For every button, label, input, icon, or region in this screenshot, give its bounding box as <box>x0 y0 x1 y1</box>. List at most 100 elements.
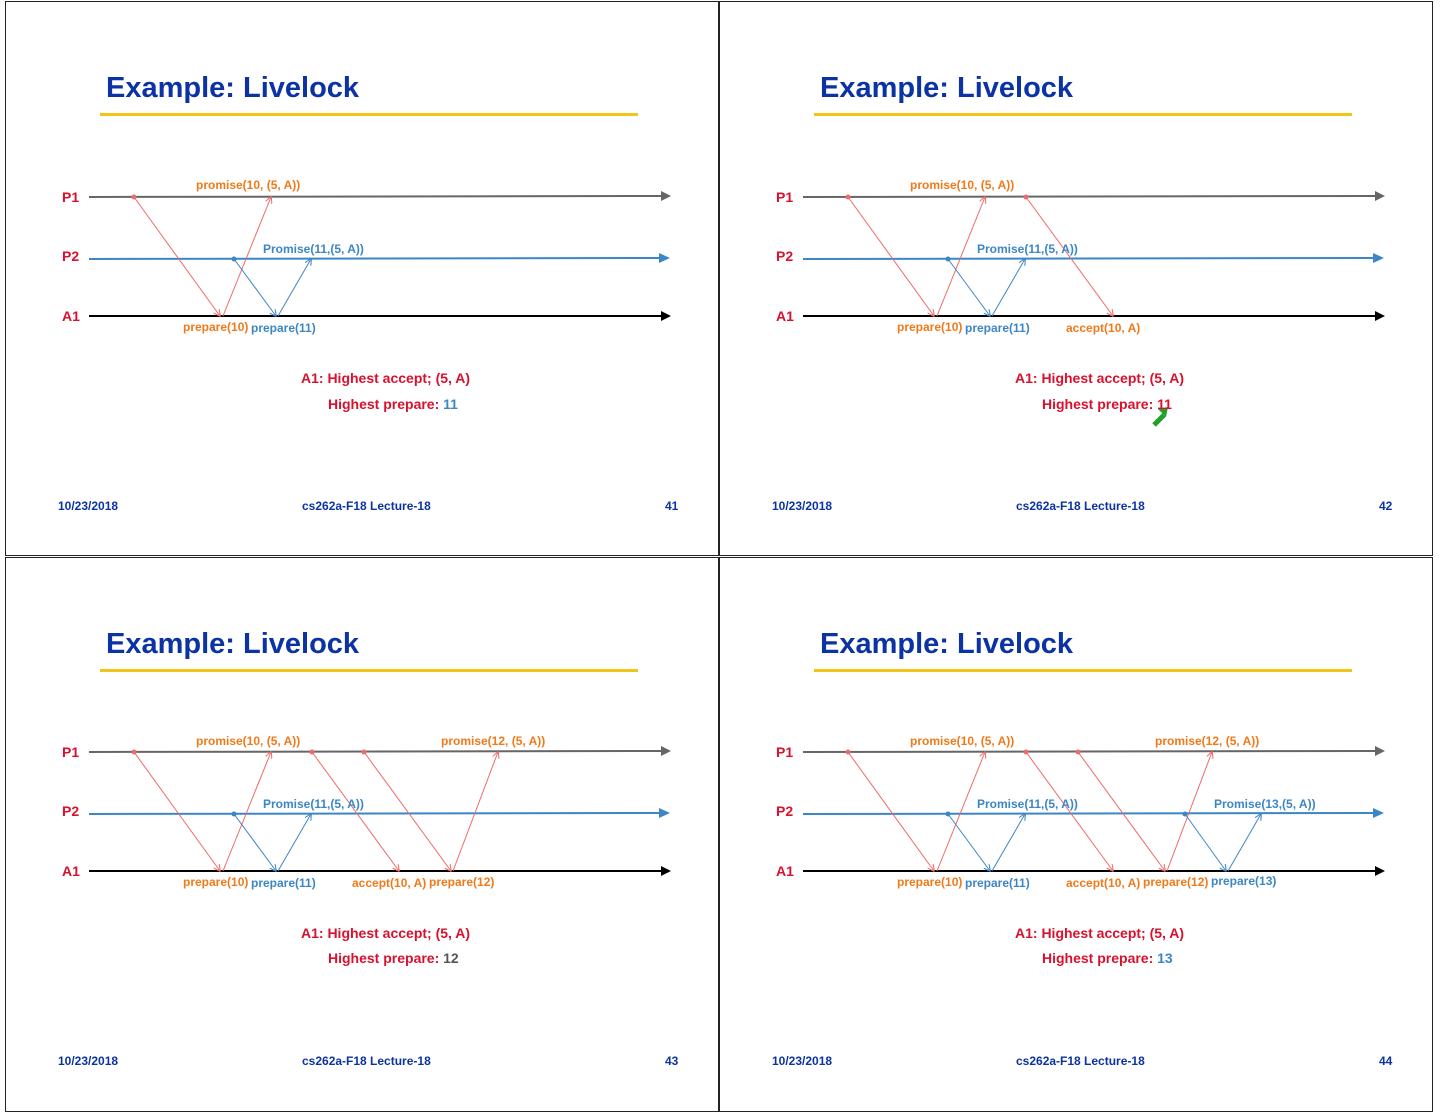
prepare-12-arrow <box>363 751 451 871</box>
highest-prepare-label: Highest prepare: <box>1042 396 1158 412</box>
footer-course: cs262a-F18 Lecture-18 <box>302 1054 431 1068</box>
title-underline <box>814 113 1352 116</box>
acceptor-highest-accept: A1: Highest accept; (5, A) <box>1015 925 1185 941</box>
message-label: Promise(11,(5, A)) <box>263 797 364 811</box>
prepare-10-arrow <box>847 751 934 871</box>
prepare-10-arrow <box>847 196 934 316</box>
promise-11-arrow <box>991 259 1025 317</box>
slide-44: Example: Livelock <box>719 557 1433 1112</box>
message-label: prepare(11) <box>965 321 1030 335</box>
process-label-a1: A1 <box>62 863 80 879</box>
footer-course: cs262a-F18 Lecture-18 <box>1016 1054 1145 1068</box>
process-label-a1: A1 <box>776 308 794 324</box>
p2-timeline-arrowhead <box>1373 253 1384 263</box>
promise-10-arrow <box>936 197 985 317</box>
slide-43: Example: Livelock P1 P2 <box>5 557 719 1112</box>
prepare-12-arrow <box>1077 751 1165 871</box>
message-label: prepare(10) <box>897 875 962 889</box>
message-label: promise(10, (5, A)) <box>196 734 300 748</box>
a1-timeline-arrowhead <box>1375 866 1385 876</box>
prepare-11-arrow <box>233 258 276 316</box>
promise-10-arrow <box>222 197 271 317</box>
message-label: prepare(10) <box>183 875 248 889</box>
p2-timeline <box>88 812 660 815</box>
process-label-p2: P2 <box>776 803 793 819</box>
prepare-11-arrow <box>947 258 990 316</box>
p1-timeline-arrowhead <box>661 746 671 756</box>
prepare-11-arrow <box>233 813 276 871</box>
highest-prepare-value: 12 <box>443 950 459 966</box>
footer-date: 10/23/2018 <box>772 499 833 513</box>
p2-timeline-arrowhead <box>659 253 670 263</box>
promise-12-arrow <box>452 752 498 872</box>
footer-course: cs262a-F18 Lecture-18 <box>302 499 431 513</box>
accept-10-arrow <box>1025 196 1113 316</box>
title-underline <box>100 669 638 672</box>
message-label: prepare(11) <box>251 876 316 890</box>
message-label: Promise(11,(5, A)) <box>977 797 1078 811</box>
footer-date: 10/23/2018 <box>772 1054 833 1068</box>
highest-prepare-value: 11 <box>1157 396 1172 412</box>
message-label: prepare(11) <box>251 321 316 335</box>
footer-course: cs262a-F18 Lecture-18 <box>1016 499 1145 513</box>
acceptor-highest-prepare: Highest prepare: 11 <box>328 396 458 412</box>
message-label: accept(10, A) <box>1066 321 1140 335</box>
message-label: prepare(10) <box>897 320 962 334</box>
message-label: promise(10, (5, A)) <box>910 734 1014 748</box>
message-label: prepare(12) <box>1143 875 1208 889</box>
p2-timeline-arrowhead <box>1373 808 1384 818</box>
highest-prepare-label: Highest prepare: <box>328 396 444 412</box>
process-label-a1: A1 <box>776 863 794 879</box>
message-label: promise(12, (5, A)) <box>441 734 545 748</box>
p1-timeline-arrowhead <box>1375 746 1385 756</box>
process-label-p2: P2 <box>776 248 793 264</box>
highest-prepare-label: Highest prepare: <box>1042 950 1158 966</box>
accept-10-arrow <box>1025 751 1113 871</box>
message-label: prepare(10) <box>183 320 248 334</box>
prepare-10-arrow <box>133 751 220 871</box>
prepare-11-arrow <box>947 813 990 871</box>
promise-10-arrow <box>936 752 985 872</box>
process-label-a1: A1 <box>62 308 80 324</box>
acceptor-highest-accept: A1: Highest accept; (5, A) <box>301 925 471 941</box>
footer-page-number: 41 <box>665 499 679 513</box>
footer-page-number: 44 <box>1379 1054 1393 1068</box>
footer-page-number: 43 <box>665 1054 679 1068</box>
title-underline <box>814 669 1352 672</box>
message-label: promise(10, (5, A)) <box>196 178 300 192</box>
promise-13-arrow <box>1227 814 1261 872</box>
highest-prepare-value: 13 <box>1157 950 1173 966</box>
promise-12-arrow <box>1166 752 1212 872</box>
footer-page-number: 42 <box>1379 499 1393 513</box>
highest-prepare-value: 11 <box>443 396 458 412</box>
promise-11-arrow <box>277 814 311 872</box>
p1-timeline <box>802 750 1376 753</box>
p2-timeline <box>802 812 1374 815</box>
p1-timeline <box>802 195 1376 198</box>
p1-timeline-arrowhead <box>1375 191 1385 201</box>
a1-timeline-arrowhead <box>1375 311 1385 321</box>
footer-date: 10/23/2018 <box>58 1054 119 1068</box>
green-arrow-icon <box>1152 407 1168 427</box>
message-diagram: P1 P2 A1 promise(10, (5, A)) promise(12,… <box>776 734 1385 890</box>
message-label: prepare(12) <box>429 875 494 889</box>
acceptor-highest-prepare: Highest prepare: 11 <box>1042 396 1172 412</box>
slide-41: Example: Livelock P1 P2 A1 pr <box>5 1 719 556</box>
slide-title: Example: Livelock <box>820 72 1074 104</box>
prepare-10-arrow <box>133 196 220 316</box>
process-label-p2: P2 <box>62 248 79 264</box>
highest-prepare-label: Highest prepare: <box>328 950 444 966</box>
a1-timeline-arrowhead <box>661 866 671 876</box>
accept-10-arrow <box>311 751 399 871</box>
process-label-p1: P1 <box>62 744 79 760</box>
message-diagram: P1 P2 A1 promise(10, (5, A)) promise(12,… <box>62 734 671 890</box>
title-underline <box>100 113 638 116</box>
message-label: prepare(11) <box>965 876 1030 890</box>
slide-title: Example: Livelock <box>820 628 1074 660</box>
process-label-p2: P2 <box>62 803 79 819</box>
slide-title: Example: Livelock <box>106 72 360 104</box>
p2-timeline <box>802 257 1374 260</box>
p2-timeline <box>88 257 660 260</box>
acceptor-highest-accept: A1: Highest accept; (5, A) <box>301 370 471 386</box>
